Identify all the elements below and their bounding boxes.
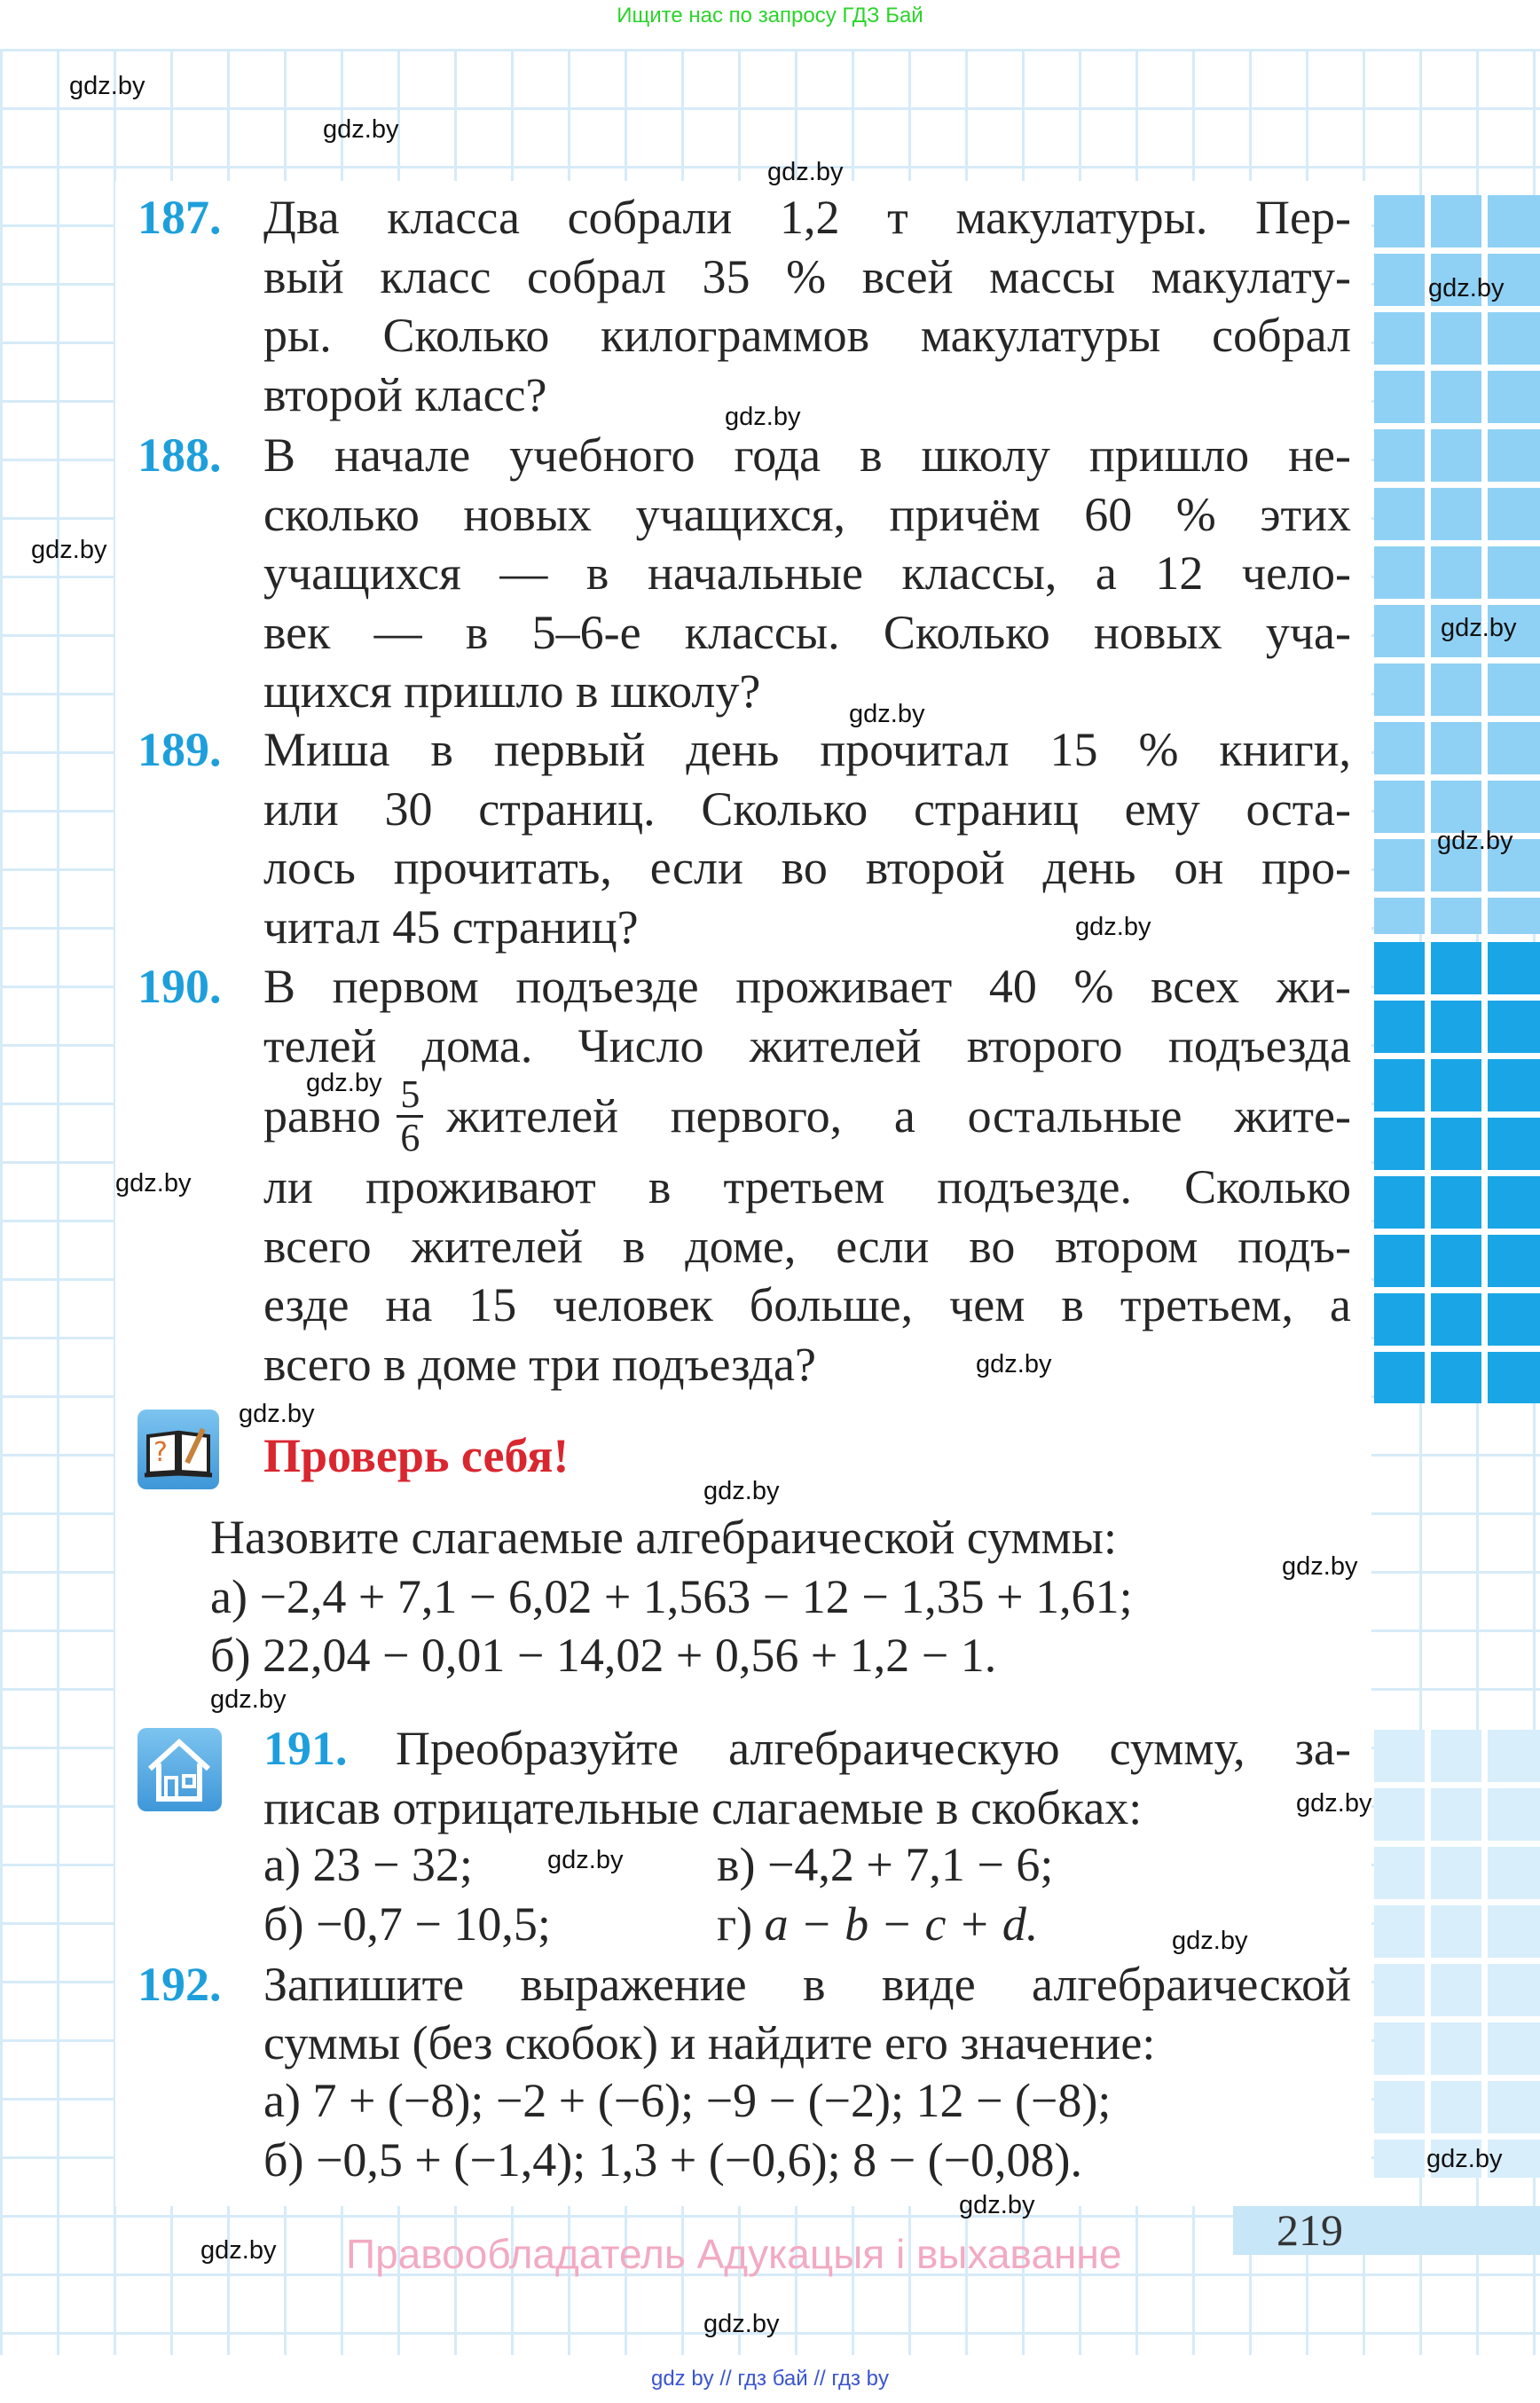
page-number: 219 bbox=[1277, 2205, 1343, 2255]
text-line: Миша в первый день прочитал 15 % книги, bbox=[263, 723, 1351, 776]
page-number-box bbox=[1233, 2206, 1540, 2255]
fraction-denominator: 6 bbox=[400, 1116, 420, 1159]
problem-191: Преобразуйте алгебраическую сумму, за- bbox=[396, 1719, 1351, 1779]
text-line: писав отрицательные слагаемые в скобках: bbox=[263, 1781, 1143, 1834]
watermark: gdz.by bbox=[703, 2310, 780, 2338]
text-line: лось прочитать, если во второй день он п… bbox=[263, 841, 1351, 894]
watermark: gdz.by bbox=[306, 1069, 382, 1097]
problem-number: 188. bbox=[138, 428, 222, 482]
problem-190: В первом подъезде проживает 40 % всех жи… bbox=[263, 957, 1351, 1394]
text-line: езде на 15 человек больше, чем в третьем… bbox=[263, 1278, 1351, 1331]
side-stripe-strong bbox=[1374, 942, 1540, 1403]
item-b: б) −0,5 + (−1,4); 1,3 + (−0,6); 8 − (−0,… bbox=[263, 2133, 1083, 2187]
text-fragment: жителей первого, а остальные жите- bbox=[446, 1089, 1351, 1143]
text-line: В первом подъезде проживает 40 % всех жи… bbox=[263, 960, 1351, 1013]
watermark: gdz.by bbox=[1075, 913, 1151, 941]
side-stripe-light bbox=[1374, 195, 1540, 934]
text-line: учащихся — в начальные классы, а 12 чело… bbox=[263, 546, 1351, 600]
text-line: Запишите выражение в виде алгебраической bbox=[263, 1958, 1351, 2011]
problem-number: 192. bbox=[138, 1958, 222, 2011]
check-item-b: б) 22,04 − 0,01 − 14,02 + 0,56 + 1,2 − 1… bbox=[210, 1629, 997, 1682]
problem-192: Запишите выражение в виде алгебраической bbox=[263, 1955, 1351, 2014]
text-line: Преобразуйте алгебраическую сумму, за- bbox=[396, 1722, 1351, 1775]
footer-links[interactable]: gdz by // гдз бай // гдз by bbox=[650, 2367, 890, 2391]
text-line: всего жителей в доме, если во втором под… bbox=[263, 1219, 1351, 1273]
watermark: gdz.by bbox=[703, 1477, 780, 1505]
item-g: г) a − b − c + d. bbox=[717, 1895, 1038, 1953]
text-fragment: равно bbox=[263, 1089, 381, 1143]
watermark: gdz.by bbox=[849, 700, 925, 728]
fraction-numerator: 5 bbox=[397, 1074, 424, 1118]
text-line: век — в 5–6-е классы. Сколько новых уча- bbox=[263, 605, 1351, 659]
watermark: gdz.by bbox=[725, 403, 801, 431]
svg-text:?: ? bbox=[153, 1437, 168, 1468]
text-line: ли проживают в третьем подъезде. Сколько bbox=[263, 1160, 1351, 1213]
content-panel bbox=[115, 181, 1371, 2206]
problem-number: 191. bbox=[263, 1722, 348, 1775]
side-stripe-pale bbox=[1374, 1730, 1540, 2178]
text-line: вый класс собрал 35 % всей массы макулат… bbox=[263, 249, 1351, 303]
watermark: gdz.by bbox=[323, 115, 399, 144]
problem-number: 189. bbox=[138, 723, 222, 776]
watermark: gdz.by bbox=[767, 158, 844, 186]
search-hint: Ищите нас по запросу ГДЗ Бай bbox=[617, 4, 923, 27]
problem-number: 190. bbox=[138, 960, 222, 1013]
problem-187: Два класса собрали 1,2 т макулатуры. Пер… bbox=[263, 188, 1351, 424]
watermark: gdz.by bbox=[69, 72, 145, 100]
watermark: gdz.by bbox=[1437, 827, 1513, 855]
watermark: gdz.by bbox=[1296, 1789, 1372, 1818]
item-label: г) bbox=[717, 1897, 765, 1951]
watermark: gdz.by bbox=[1428, 274, 1505, 302]
item-a: а) 7 + (−8); −2 + (−6); −9 − (−2); 12 − … bbox=[263, 2074, 1112, 2127]
text-line: или 30 страниц. Сколько страниц ему оста… bbox=[263, 781, 1351, 836]
watermark: gdz.by bbox=[547, 1846, 624, 1874]
text-line: телей дома. Число жителей второго подъез… bbox=[263, 1018, 1351, 1072]
fraction-line: равно 5 6 жителей первого, а остальные ж… bbox=[263, 1074, 1351, 1159]
item-b: б) −0,7 − 10,5; bbox=[263, 1897, 551, 1951]
check-intro: Назовите слагаемые алгебраической суммы: bbox=[210, 1511, 1117, 1564]
watermark: gdz.by bbox=[1282, 1552, 1358, 1581]
item-v: в) −4,2 + 7,1 − 6; bbox=[717, 1838, 1054, 1891]
watermark: gdz.by bbox=[1426, 2145, 1503, 2173]
problem-number: 187. bbox=[138, 191, 222, 244]
text-line: Два класса собрали 1,2 т макулатуры. Пер… bbox=[263, 191, 1351, 244]
watermark: gdz.by bbox=[1441, 614, 1517, 642]
text-line: сколько новых учащихся, причём 60 % этих bbox=[263, 487, 1351, 541]
watermark: gdz.by bbox=[200, 2236, 277, 2265]
fraction: 5 6 bbox=[397, 1074, 424, 1159]
problem-189: Миша в первый день прочитал 15 % книги, … bbox=[263, 720, 1351, 956]
text-line: суммы (без скобок) и найдите его значени… bbox=[263, 2016, 1156, 2069]
watermark: gdz.by bbox=[959, 2191, 1035, 2219]
item-a: а) 23 − 32; bbox=[263, 1838, 473, 1891]
watermark: gdz.by bbox=[976, 1350, 1052, 1378]
text-line: щихся пришло в школу? bbox=[263, 664, 761, 718]
book-question-icon: ? bbox=[138, 1410, 219, 1489]
text-line: второй класс? bbox=[263, 367, 547, 421]
text-line: читал 45 страниц? bbox=[263, 899, 639, 954]
text-line: ры. Сколько килограммов макулатуры собра… bbox=[263, 309, 1351, 362]
home-icon bbox=[138, 1728, 222, 1811]
watermark: gdz.by bbox=[1172, 1927, 1248, 1955]
problem-188: В начале учебного года в школу пришло не… bbox=[263, 426, 1351, 721]
copyright-notice: Правообладатель Адукацыя і выхаванне bbox=[346, 2231, 1122, 2277]
watermark: gdz.by bbox=[239, 1400, 315, 1428]
item-expression: a − b − c + d. bbox=[764, 1897, 1039, 1951]
check-item-a: а) −2,4 + 7,1 − 6,02 + 1,563 − 12 − 1,35… bbox=[210, 1570, 1133, 1623]
watermark: gdz.by bbox=[210, 1685, 287, 1714]
check-yourself-title: Проверь себя! bbox=[263, 1429, 570, 1482]
watermark: gdz.by bbox=[115, 1169, 192, 1198]
text-line: В начале учебного года в школу пришло не… bbox=[263, 428, 1351, 482]
watermark: gdz.by bbox=[31, 536, 107, 564]
text-line: всего в доме три подъезда? bbox=[263, 1337, 816, 1391]
